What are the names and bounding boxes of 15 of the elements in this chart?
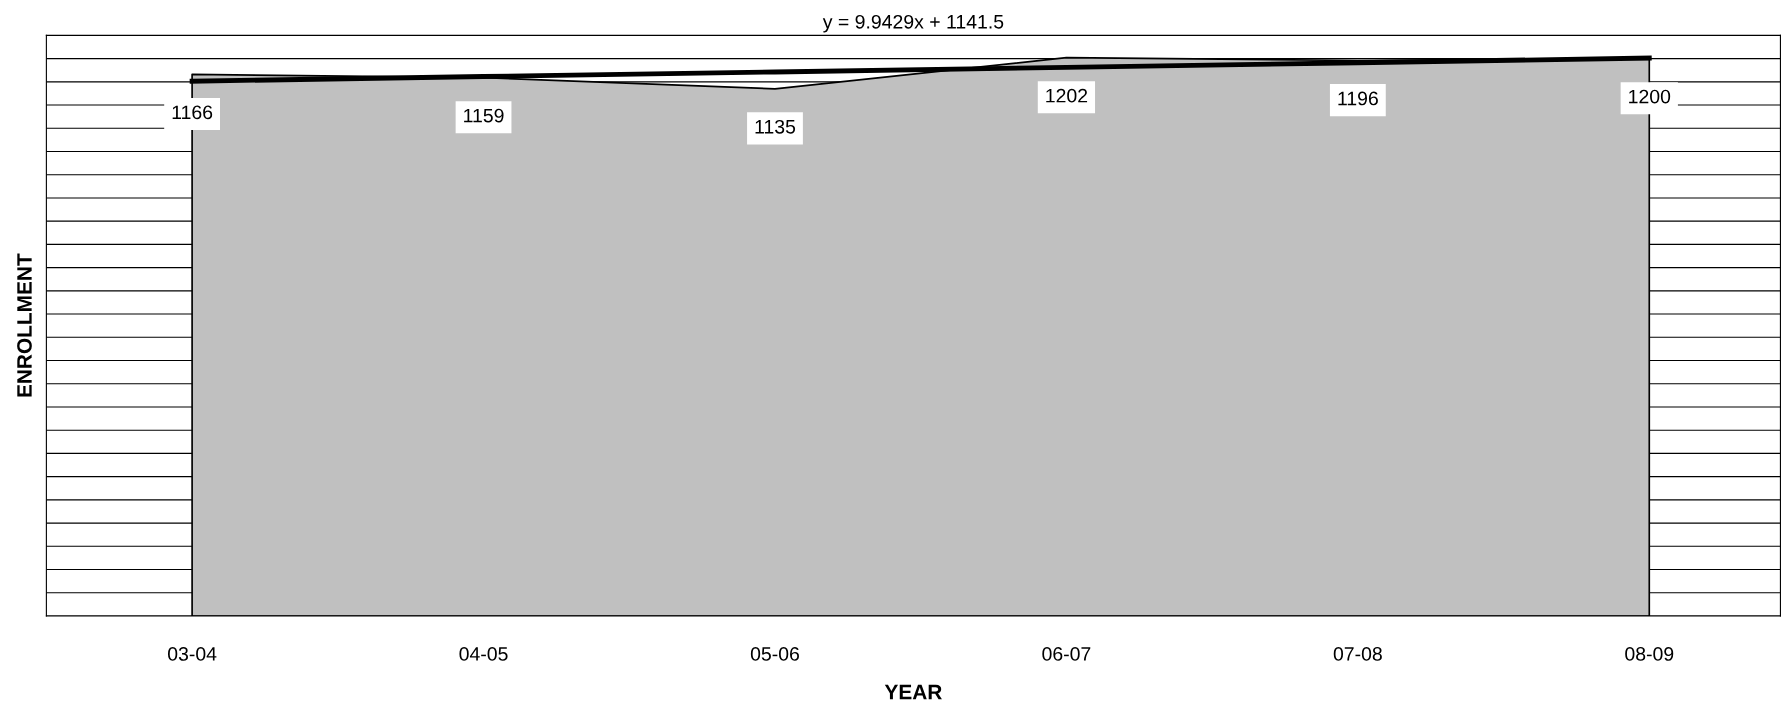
x-tick-label: 04-05 — [459, 647, 508, 661]
data-label: 1166 — [172, 105, 213, 120]
data-label: 1202 — [1046, 88, 1088, 103]
x-tick-label: 05-06 — [750, 647, 799, 661]
x-tick-label: 03-04 — [168, 647, 217, 661]
y-axis-title: ENROLLMENT — [17, 253, 32, 397]
x-tick-label: 08-09 — [1625, 647, 1674, 661]
data-label: 1196 — [1338, 91, 1378, 106]
data-label: 1159 — [464, 108, 504, 123]
x-tick-label: 06-07 — [1042, 647, 1091, 661]
data-label: 1200 — [1629, 89, 1671, 104]
data-label: 1135 — [755, 119, 796, 134]
x-axis-title: YEAR — [884, 684, 942, 700]
text: y = 9.9429x + 1141.5 — [822, 14, 1004, 33]
x-tick-label: 07-08 — [1333, 647, 1382, 661]
